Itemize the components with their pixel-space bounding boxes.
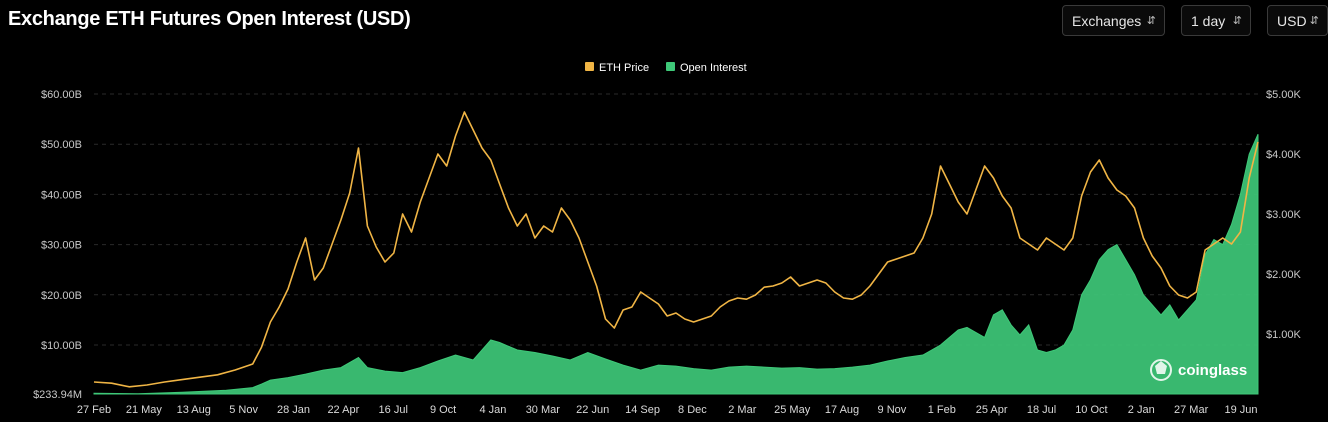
chevron-up-down-icon: ⇵: [1309, 15, 1319, 27]
left-axis-tick-label: $233.94M: [33, 389, 82, 401]
x-axis-tick-label: 21 May: [126, 404, 163, 416]
x-axis-tick-label: 27 Mar: [1174, 404, 1209, 416]
x-axis-tick-label: 4 Jan: [479, 404, 506, 416]
left-axis-tick-label: $20.00B: [41, 290, 82, 302]
left-axis-tick-label: $30.00B: [41, 240, 82, 252]
x-axis-tick-label: 5 Nov: [229, 404, 258, 416]
currency-select-label: USD: [1277, 13, 1307, 29]
x-axis-tick-label: 30 Mar: [526, 404, 561, 416]
x-axis-tick-label: 1 Feb: [928, 404, 956, 416]
chevron-up-down-icon: ⇵: [1146, 15, 1156, 27]
right-axis-tick-label: $1.00K: [1266, 329, 1302, 341]
x-axis-tick-label: 25 May: [774, 404, 811, 416]
left-axis-tick-label: $60.00B: [41, 89, 82, 101]
x-axis-tick-label: 13 Aug: [177, 404, 211, 416]
left-axis-tick-label: $50.00B: [41, 139, 82, 151]
coinglass-logo-icon: [1150, 359, 1172, 381]
x-axis-tick-label: 2 Jan: [1128, 404, 1155, 416]
chart-legend: ETH Price Open Interest: [585, 62, 747, 74]
x-axis-tick-label: 2 Mar: [728, 404, 756, 416]
left-axis-tick-label: $10.00B: [41, 340, 82, 352]
x-axis-tick-label: 8 Dec: [678, 404, 707, 416]
x-axis-tick-label: 25 Apr: [976, 404, 1008, 416]
legend-label-eth-price[interactable]: ETH Price: [599, 62, 649, 74]
exchanges-select-label: Exchanges: [1072, 13, 1142, 29]
brand-name: coinglass: [1178, 362, 1247, 379]
brand-watermark: coinglass: [1150, 359, 1247, 381]
open-interest-series: [93, 133, 1259, 395]
left-axis-tick-label: $40.00B: [41, 189, 82, 201]
currency-select[interactable]: USD ⇵: [1267, 5, 1328, 36]
interval-select-label: 1 day: [1191, 13, 1226, 29]
right-axis-labels: $1.00K $2.00K $3.00K $4.00K $5.00K: [1266, 89, 1302, 341]
x-axis-tick-label: 22 Jun: [576, 404, 609, 416]
right-axis-tick-label: $5.00K: [1266, 89, 1302, 101]
x-axis-tick-label: 9 Nov: [878, 404, 907, 416]
page-title: Exchange ETH Futures Open Interest (USD): [8, 8, 411, 30]
eth-price-line: [93, 111, 1259, 388]
x-axis-tick-label: 18 Jul: [1027, 404, 1056, 416]
x-axis-tick-label: 10 Oct: [1075, 404, 1107, 416]
right-axis-tick-label: $2.00K: [1266, 269, 1302, 281]
x-axis-tick-label: 16 Jul: [379, 404, 408, 416]
right-axis-tick-label: $4.00K: [1266, 149, 1302, 161]
x-axis-tick-label: 19 Jun: [1224, 404, 1257, 416]
legend-swatch-open-interest[interactable]: [666, 62, 675, 71]
legend-swatch-eth-price[interactable]: [585, 62, 594, 71]
left-axis-labels: $233.94M $10.00B $20.00B $30.00B $40.00B $50.…: [33, 89, 82, 401]
chevron-up-down-icon: ⇵: [1232, 15, 1242, 27]
right-axis-tick-label: $3.00K: [1266, 209, 1302, 221]
x-axis-tick-label: 27 Feb: [77, 404, 111, 416]
exchanges-select[interactable]: Exchanges ⇵: [1062, 5, 1165, 36]
open-interest-area: [93, 133, 1259, 395]
eth-price-series: [93, 111, 1259, 388]
legend-label-open-interest[interactable]: Open Interest: [680, 62, 747, 74]
x-axis-tick-label: 28 Jan: [277, 404, 310, 416]
x-axis-tick-label: 14 Sep: [625, 404, 660, 416]
x-axis-tick-label: 17 Aug: [825, 404, 859, 416]
x-axis-tick-label: 9 Oct: [430, 404, 456, 416]
interval-select[interactable]: 1 day ⇵: [1181, 5, 1251, 36]
x-axis-labels: 27 Feb 21 May 13 Aug 5 Nov 28 Jan 22 Apr 16 Ju…: [77, 404, 1258, 416]
x-axis-tick-label: 22 Apr: [327, 404, 359, 416]
